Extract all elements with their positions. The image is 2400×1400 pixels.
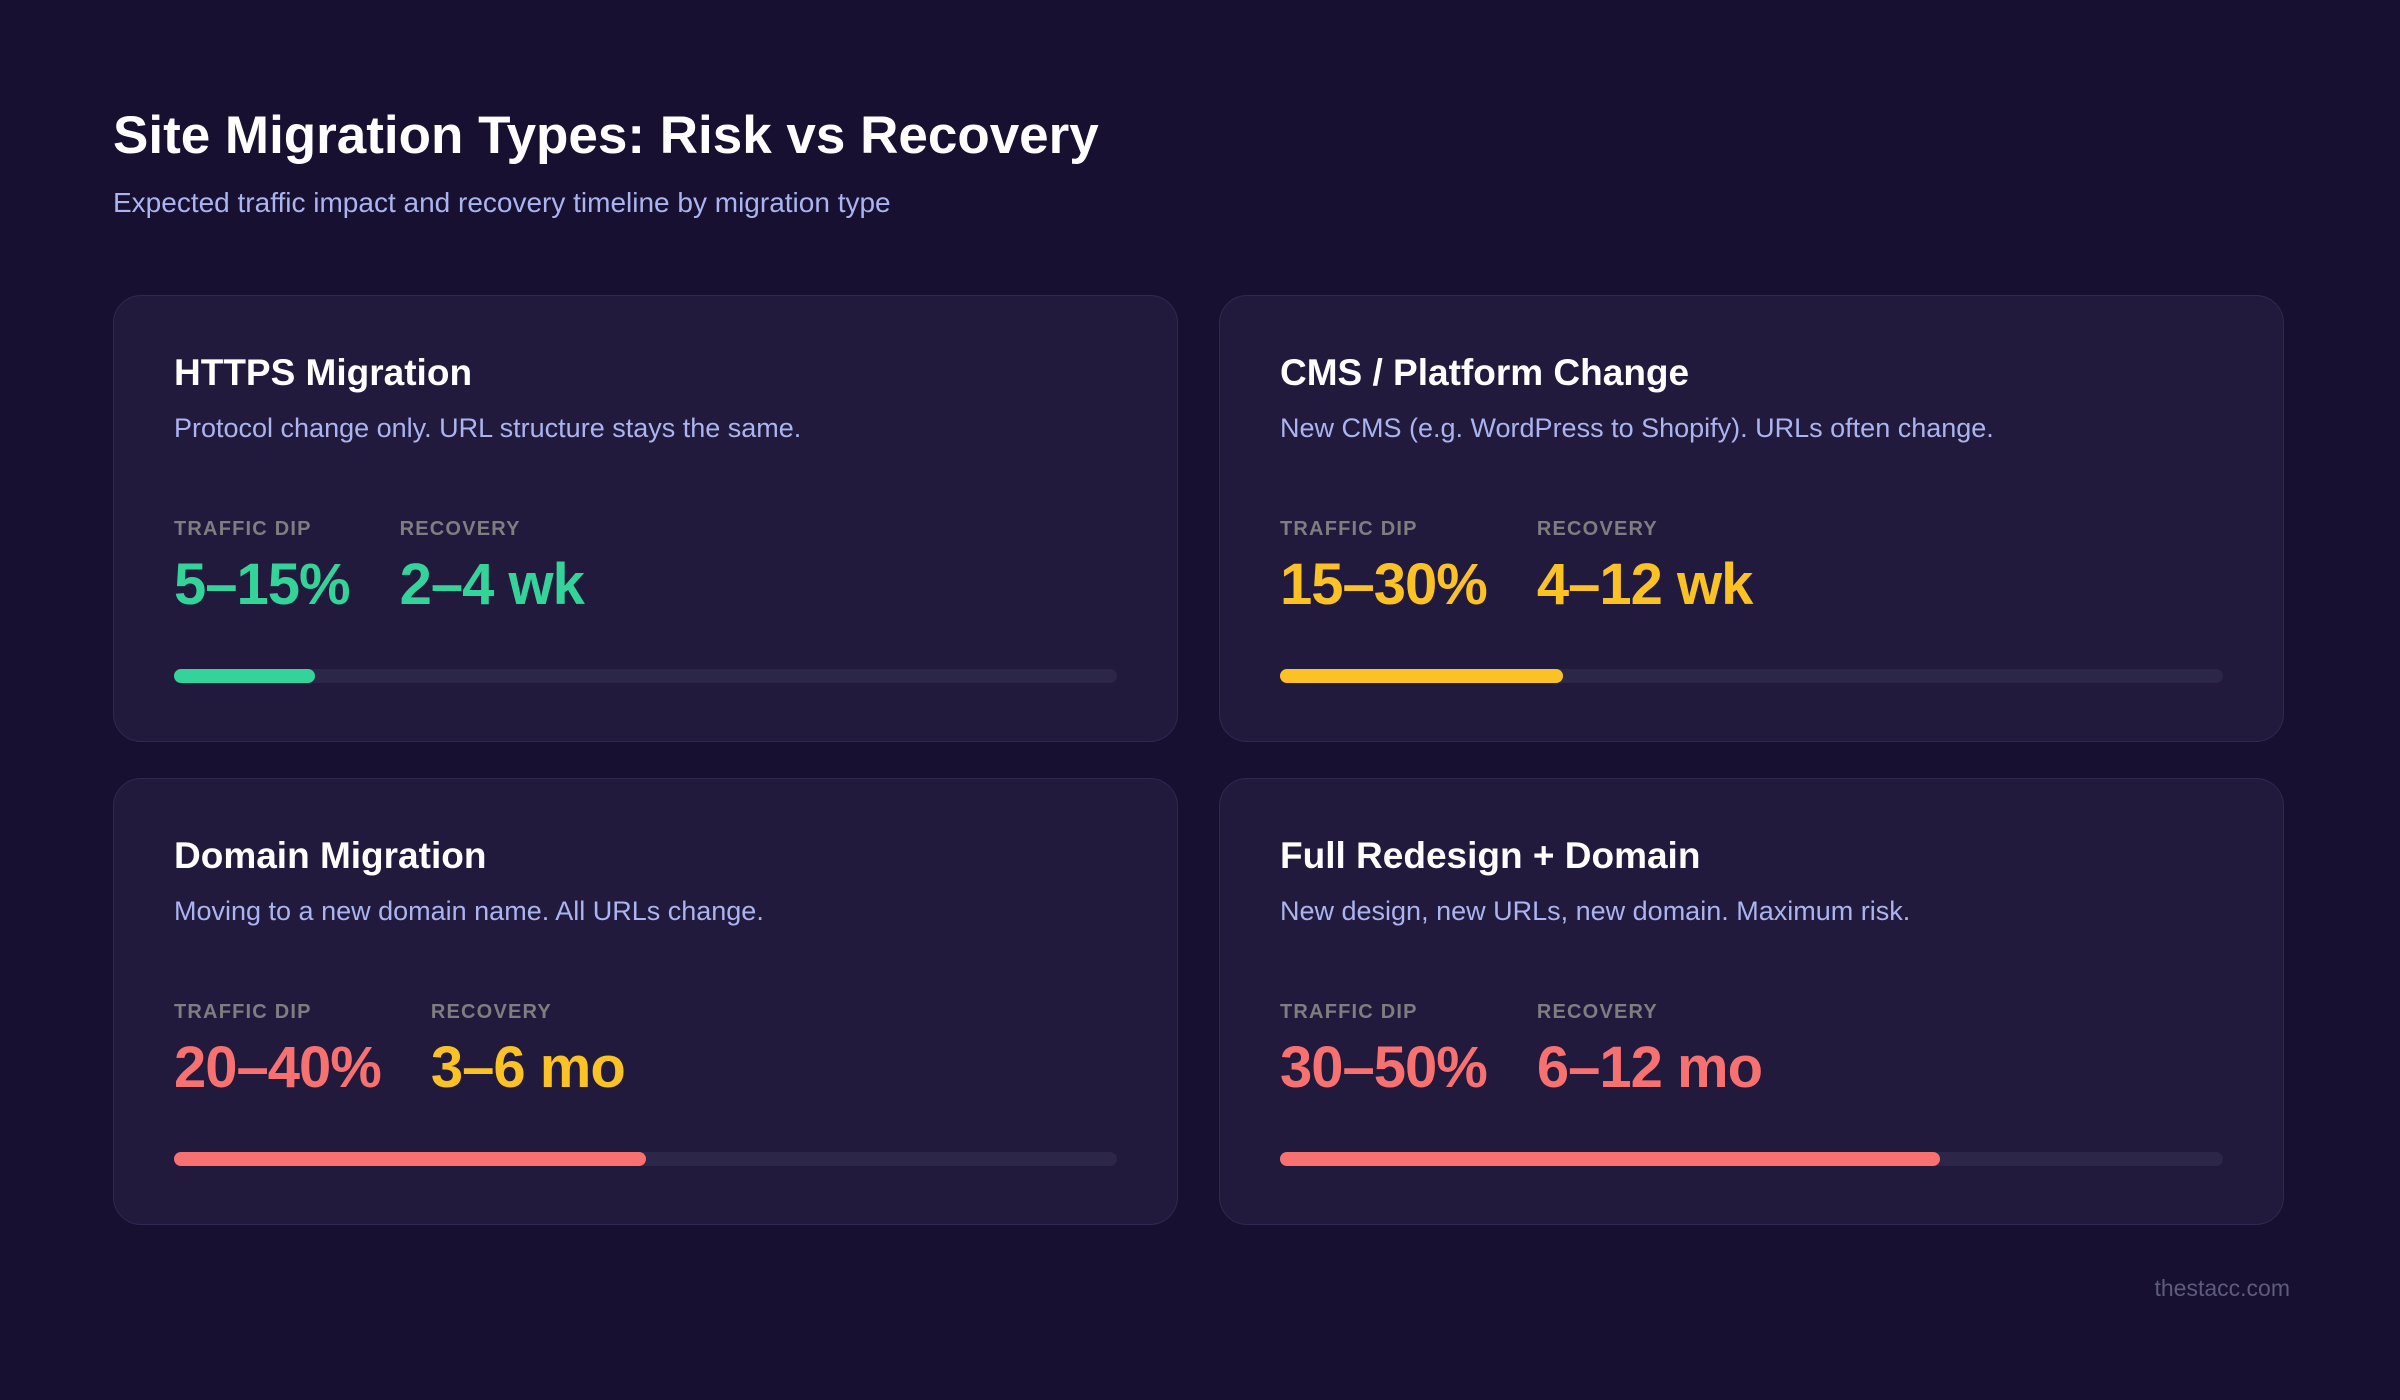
recovery-value: 4–12 wk: [1536, 551, 1754, 617]
traffic-dip-value: 20–40%: [174, 1034, 382, 1100]
card-title: HTTPS Migration: [174, 352, 473, 394]
stats-row: TRAFFIC DIP 20–40% RECOVERY 3–6 mo: [174, 1001, 1117, 1100]
recovery-stat: RECOVERY 2–4 wk: [399, 517, 585, 617]
traffic-dip-stat: TRAFFIC DIP 30–50%: [1280, 1000, 1488, 1100]
card-description: New design, new URLs, new domain. Maximu…: [1280, 895, 1911, 926]
page-content: Site Migration Types: Risk vs Recovery E…: [113, 106, 2287, 1226]
card-description: Protocol change only. URL structure stay…: [174, 412, 802, 443]
card-https-migration: HTTPS Migration Protocol change only. UR…: [113, 295, 1178, 743]
recovery-label: RECOVERY: [430, 1000, 552, 1023]
recovery-stat: RECOVERY 3–6 mo: [430, 1000, 626, 1100]
recovery-stat: RECOVERY 6–12 mo: [1536, 1000, 1763, 1100]
recovery-stat: RECOVERY 4–12 wk: [1536, 517, 1754, 617]
traffic-dip-stat: TRAFFIC DIP 5–15%: [174, 517, 351, 617]
risk-progress-track: [1280, 1152, 2223, 1167]
page-subtitle: Expected traffic impact and recovery tim…: [113, 186, 891, 218]
card-domain-migration: Domain Migration Moving to a new domain …: [113, 778, 1178, 1226]
traffic-dip-label: TRAFFIC DIP: [174, 1000, 312, 1023]
recovery-value: 3–6 mo: [430, 1034, 626, 1100]
traffic-dip-value: 5–15%: [174, 551, 351, 617]
page-title: Site Migration Types: Risk vs Recovery: [113, 106, 1099, 165]
recovery-label: RECOVERY: [1536, 517, 1658, 540]
stats-row: TRAFFIC DIP 30–50% RECOVERY 6–12 mo: [1280, 1001, 2223, 1100]
traffic-dip-value: 30–50%: [1280, 1034, 1488, 1100]
card-cms-platform-change: CMS / Platform Change New CMS (e.g. Word…: [1219, 295, 2284, 743]
recovery-label: RECOVERY: [399, 517, 521, 540]
card-title: Domain Migration: [174, 835, 487, 877]
traffic-dip-value: 15–30%: [1280, 551, 1488, 617]
traffic-dip-label: TRAFFIC DIP: [1280, 517, 1418, 540]
stats-row: TRAFFIC DIP 15–30% RECOVERY 4–12 wk: [1280, 518, 2223, 617]
risk-progress-fill: [174, 1152, 646, 1167]
stats-row: TRAFFIC DIP 5–15% RECOVERY 2–4 wk: [174, 518, 1117, 617]
risk-progress-track: [1280, 669, 2223, 684]
card-full-redesign-domain: Full Redesign + Domain New design, new U…: [1219, 778, 2284, 1226]
site-credit: thestacc.com: [2154, 1275, 2291, 1301]
risk-progress-track: [174, 1152, 1117, 1167]
card-title: CMS / Platform Change: [1280, 352, 1690, 394]
traffic-dip-stat: TRAFFIC DIP 20–40%: [174, 1000, 382, 1100]
card-title: Full Redesign + Domain: [1280, 835, 1701, 877]
recovery-value: 6–12 mo: [1536, 1034, 1763, 1100]
risk-progress-track: [174, 669, 1117, 684]
card-description: New CMS (e.g. WordPress to Shopify). URL…: [1280, 412, 1994, 443]
recovery-value: 2–4 wk: [399, 551, 585, 617]
cards-grid: HTTPS Migration Protocol change only. UR…: [113, 295, 2287, 1226]
traffic-dip-label: TRAFFIC DIP: [174, 517, 312, 540]
risk-progress-fill: [1280, 1152, 1941, 1167]
traffic-dip-label: TRAFFIC DIP: [1280, 1000, 1418, 1023]
risk-progress-fill: [1280, 669, 1563, 684]
card-description: Moving to a new domain name. All URLs ch…: [174, 895, 764, 926]
traffic-dip-stat: TRAFFIC DIP 15–30%: [1280, 517, 1488, 617]
recovery-label: RECOVERY: [1536, 1000, 1658, 1023]
risk-progress-fill: [174, 669, 316, 684]
